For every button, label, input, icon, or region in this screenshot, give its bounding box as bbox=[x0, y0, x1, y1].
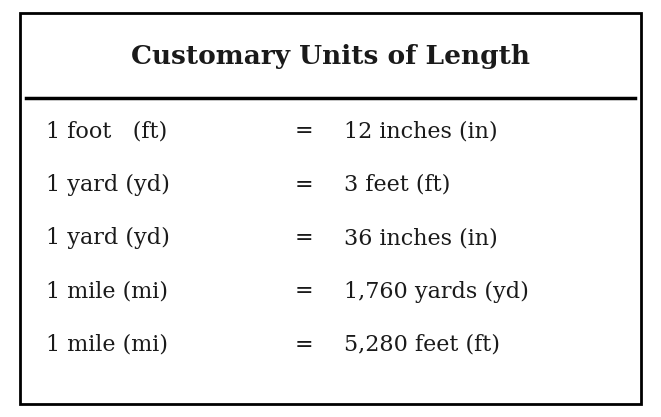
Text: 1 foot   (ft): 1 foot (ft) bbox=[46, 121, 167, 142]
Text: 3 feet (ft): 3 feet (ft) bbox=[344, 174, 450, 196]
Text: =: = bbox=[295, 281, 313, 302]
Text: =: = bbox=[295, 174, 313, 196]
Text: =: = bbox=[295, 334, 313, 356]
Text: 1 mile (mi): 1 mile (mi) bbox=[46, 334, 169, 356]
FancyBboxPatch shape bbox=[20, 13, 641, 404]
Text: 1 yard (yd): 1 yard (yd) bbox=[46, 174, 170, 196]
Text: 12 inches (in): 12 inches (in) bbox=[344, 121, 497, 142]
Text: 36 inches (in): 36 inches (in) bbox=[344, 227, 498, 249]
Text: 5,280 feet (ft): 5,280 feet (ft) bbox=[344, 334, 500, 356]
Text: 1,760 yards (yd): 1,760 yards (yd) bbox=[344, 281, 529, 302]
Text: 1 mile (mi): 1 mile (mi) bbox=[46, 281, 169, 302]
Text: =: = bbox=[295, 121, 313, 142]
Text: Customary Units of Length: Customary Units of Length bbox=[131, 44, 530, 69]
Text: 1 yard (yd): 1 yard (yd) bbox=[46, 227, 170, 249]
Text: =: = bbox=[295, 227, 313, 249]
